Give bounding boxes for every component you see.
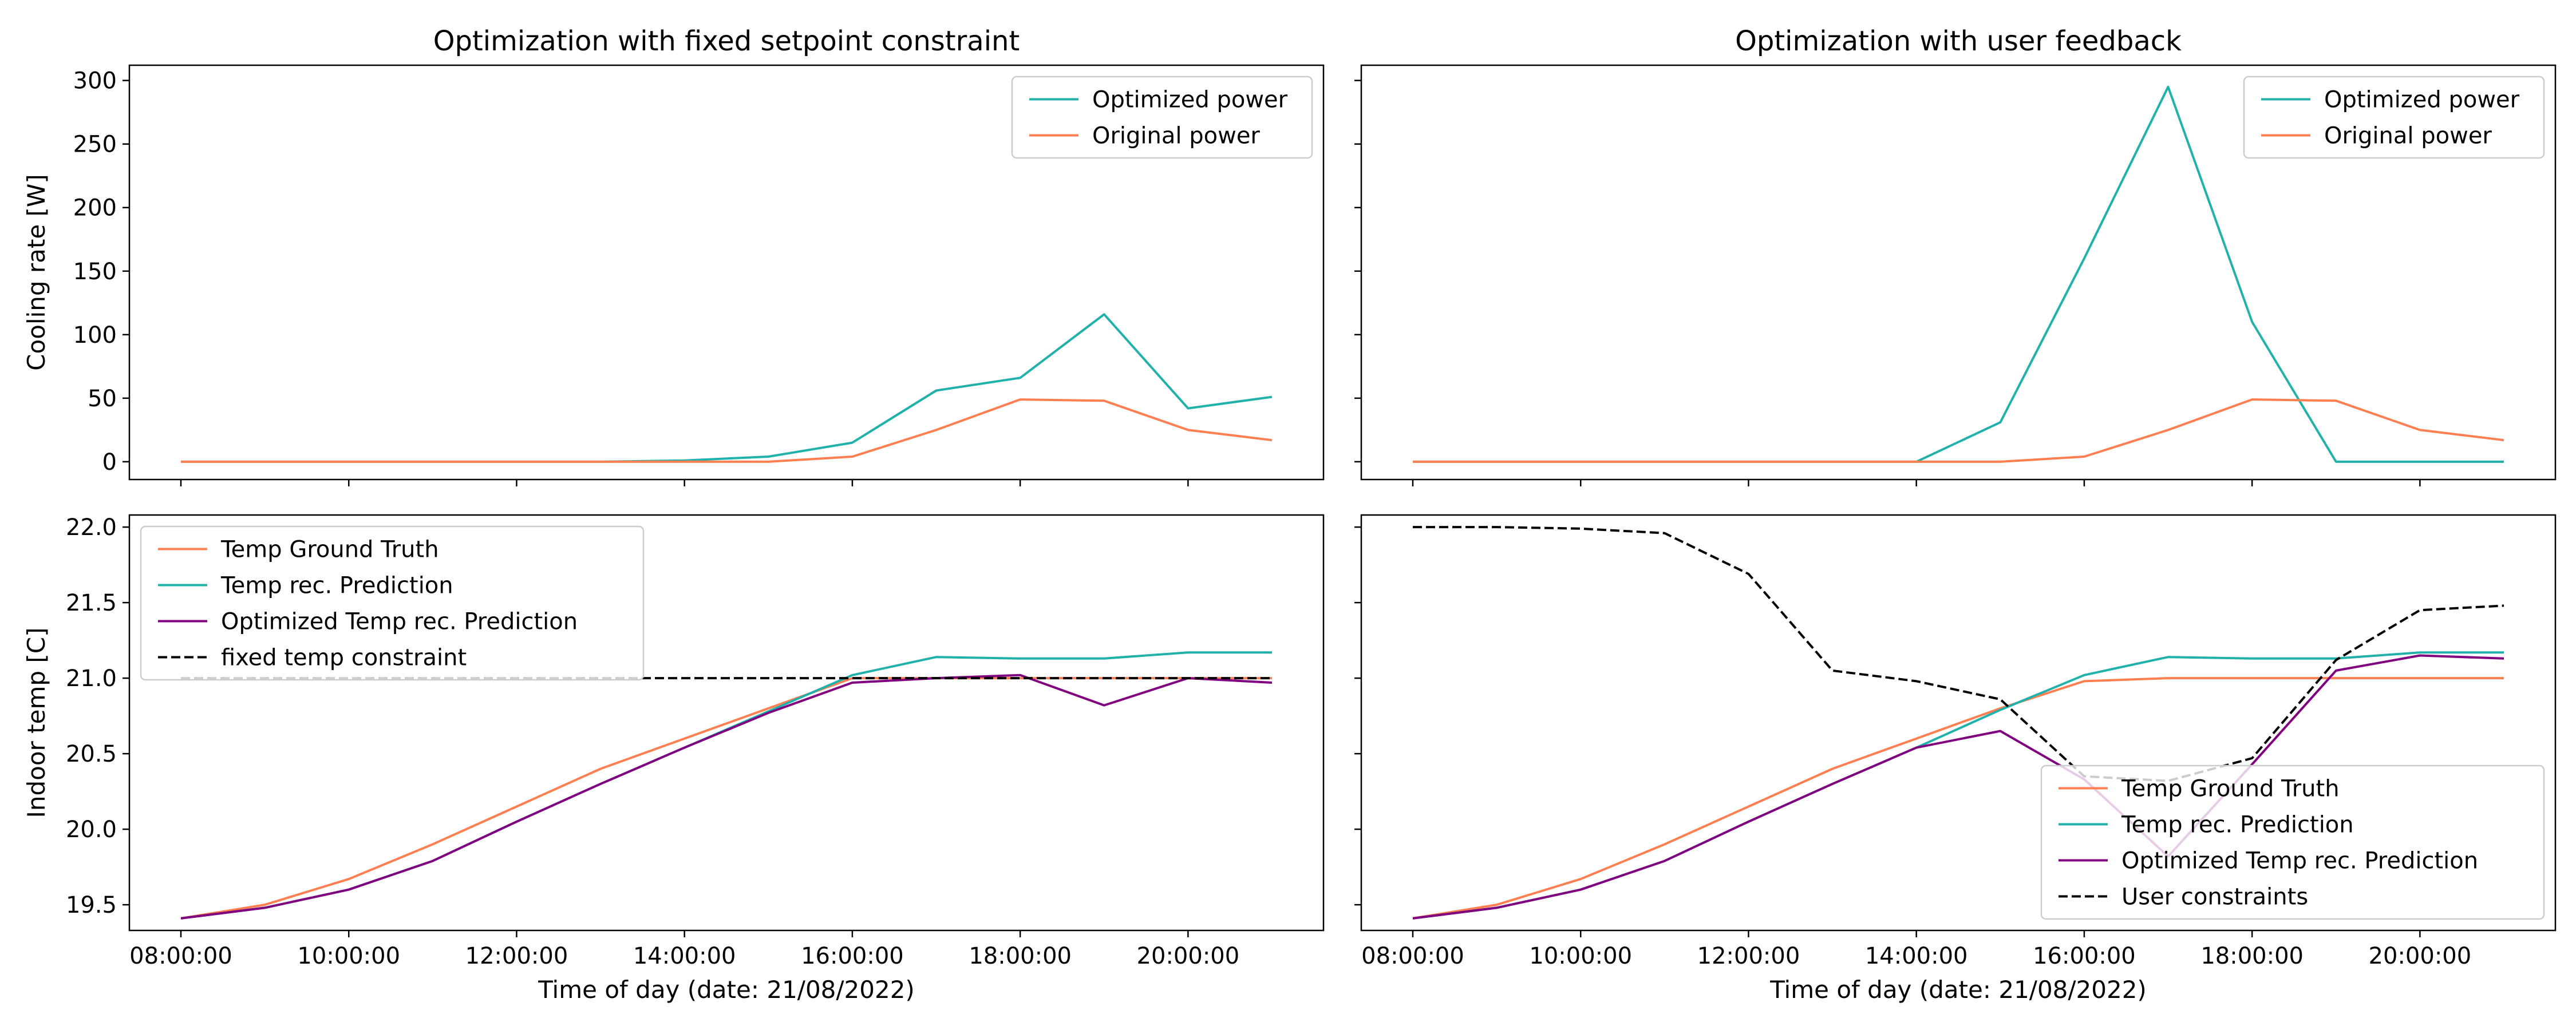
legend-box: [2243, 76, 2545, 159]
x-axis-label: Time of day (date: 21/08/2022): [1769, 976, 2147, 1004]
y-tick-label: 20.5: [66, 741, 117, 767]
legend-label: Temp Ground Truth: [220, 537, 439, 563]
y-tick-label: 250: [73, 132, 117, 158]
plot-area-frame: [128, 514, 1325, 932]
legend: Temp Ground Truth Temp rec. Prediction Opt…: [140, 525, 645, 681]
chart-panel-3: 19.5 20.0 20.5 21.0 21.5 22.0 08:00:00 10:00:00…: [22, 514, 1325, 1004]
chart-panel-2: Optimization with user feedback Optimized…: [1354, 25, 2557, 486]
y-tick-label: 150: [73, 259, 117, 285]
y-tick-label: 50: [88, 386, 117, 412]
x-tick-label: 16:00:00: [801, 943, 904, 969]
legend: Temp Ground Truth Temp rec. Prediction Opt…: [2040, 764, 2545, 920]
y-tick-label: 100: [73, 322, 117, 348]
legend-box: [140, 525, 645, 681]
legend-label: Optimized Temp rec. Prediction: [221, 609, 578, 635]
legend-label: Optimized Temp rec. Prediction: [2121, 848, 2478, 874]
x-tick-label: 08:00:00: [1361, 943, 1464, 969]
legend-label: Temp rec. Prediction: [220, 573, 453, 599]
series-line-original-power: [1413, 398, 2504, 463]
x-tick-label: 20:00:00: [1137, 943, 1240, 969]
y-tick-label: 300: [73, 68, 117, 94]
x-tick-label: 20:00:00: [2369, 943, 2472, 969]
x-tick-label: 14:00:00: [1865, 943, 1968, 969]
plot-area-frame: [1360, 64, 2557, 481]
y-tick-label: 21.0: [66, 665, 117, 692]
series-line-optimized-temp-rec-prediction: [1412, 654, 2504, 920]
legend: Optimized power Original power: [1011, 76, 1313, 159]
x-tick-label: 18:00:00: [2200, 943, 2304, 969]
y-axis-label: Indoor temp [C]: [22, 627, 50, 818]
x-tick-label: 10:00:00: [1529, 943, 1632, 969]
legend-label: fixed temp constraint: [221, 645, 467, 671]
legend-label: Optimized power: [2324, 87, 2520, 113]
plot-area-frame: [1360, 514, 2557, 932]
legend-label: Temp Ground Truth: [2121, 776, 2340, 802]
x-tick-label: 14:00:00: [633, 943, 736, 969]
x-tick-label: 10:00:00: [297, 943, 400, 969]
series-line-temp-rec-prediction: [180, 651, 1272, 920]
series-line-optimized-temp-rec-prediction: [180, 674, 1273, 920]
x-tick-label: 08:00:00: [129, 943, 232, 969]
series-line-original-power: [181, 398, 1273, 463]
y-tick-label: 22.0: [66, 514, 117, 541]
legend-box: [1011, 76, 1313, 159]
y-tick-label: 0: [102, 449, 117, 476]
y-tick-label: 200: [73, 195, 117, 221]
x-tick-label: 16:00:00: [2033, 943, 2136, 969]
x-axis-label: Time of day (date: 21/08/2022): [538, 976, 915, 1004]
legend-label: Optimized power: [1092, 87, 1288, 113]
series-line-temp-ground-truth: [1412, 677, 2504, 920]
x-tick-label: 12:00:00: [465, 943, 568, 969]
legend-label: Original power: [1092, 123, 1260, 149]
legend-label: User constraints: [2121, 884, 2308, 910]
legend-label: Original power: [2324, 123, 2492, 149]
series-line-user-constraints: [1413, 526, 2504, 782]
chart-panel-1: Optimization with fixed setpoint constra…: [22, 25, 1325, 486]
y-axis-label: Cooling rate [W]: [22, 174, 50, 371]
y-tick-label: 21.5: [66, 590, 117, 616]
legend-label: Temp rec. Prediction: [2121, 812, 2354, 838]
legend-box: [2040, 764, 2545, 920]
x-tick-label: 12:00:00: [1697, 943, 1800, 969]
legend: Optimized power Original power: [2243, 76, 2545, 159]
x-tick-label: 18:00:00: [969, 943, 1072, 969]
chart-title: Optimization with user feedback: [1735, 25, 2182, 57]
chart-panel-4: 08:00:00 10:00:00 12:00:00 14:00:00 16:00:00…: [1354, 514, 2557, 1004]
chart-title: Optimization with fixed setpoint constra…: [433, 25, 1020, 57]
series-line-optimized-power: [181, 313, 1273, 463]
y-tick-label: 20.0: [66, 817, 117, 843]
plot-area-frame: [128, 64, 1325, 481]
series-line-temp-ground-truth: [180, 677, 1272, 920]
y-tick-label: 19.5: [66, 892, 117, 918]
